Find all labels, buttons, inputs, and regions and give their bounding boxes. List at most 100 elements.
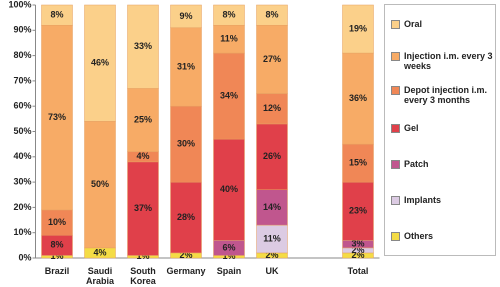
data-label: 28%	[177, 212, 195, 222]
data-label: 1%	[136, 251, 149, 261]
data-label: 46%	[91, 58, 109, 68]
legend-label: Injection i.m. every 3 weeks	[404, 51, 493, 71]
data-label: 4%	[93, 247, 106, 257]
bar-segment	[256, 224, 288, 254]
legend-item: Others	[391, 231, 493, 241]
data-label: 15%	[349, 158, 367, 168]
bar-segment	[342, 4, 374, 54]
y-tick-label: 90%	[13, 25, 31, 35]
data-label: 3%	[351, 238, 364, 248]
bar-segment	[256, 24, 288, 94]
data-label: 12%	[263, 103, 281, 113]
data-label: 37%	[134, 203, 152, 213]
data-label: 11%	[263, 233, 281, 243]
bar-segment	[213, 24, 245, 54]
legend: Oral Injection i.m. every 3 weeks Depot in…	[384, 4, 496, 256]
bar-segment	[127, 161, 159, 256]
data-label: 33%	[134, 41, 152, 51]
data-label: 9%	[179, 11, 192, 21]
bar-segment	[342, 52, 374, 145]
legend-item: Oral	[391, 19, 493, 29]
data-label: 25%	[134, 114, 152, 124]
x-tick-label: Saudi Arabia	[85, 266, 114, 286]
legend-item: Patch	[391, 159, 493, 169]
bar-segment	[84, 4, 116, 122]
data-label: 4%	[136, 151, 149, 161]
data-label: 30%	[177, 139, 195, 149]
bar-segment	[41, 4, 73, 26]
x-tick-label: Total	[347, 266, 369, 276]
data-label: 26%	[263, 151, 281, 161]
bar-segment	[256, 123, 288, 190]
data-label: 31%	[177, 61, 195, 71]
x-tick-label: Spain	[216, 266, 242, 276]
bar-segment	[256, 4, 288, 26]
data-label: 8%	[222, 9, 235, 19]
bar-segment	[342, 143, 374, 183]
bar-segment	[170, 181, 202, 254]
y-tick-label: 60%	[13, 101, 31, 111]
data-label: 11%	[220, 34, 238, 44]
legend-swatch	[391, 52, 400, 61]
legend-label: Gel	[404, 123, 419, 133]
data-label: 10%	[48, 217, 66, 227]
legend-label: Others	[404, 231, 434, 241]
data-label: 19%	[349, 23, 367, 33]
legend-label: Oral	[404, 19, 423, 29]
bar-segment	[84, 121, 116, 249]
bar-segment	[213, 52, 245, 140]
data-label: 8%	[50, 9, 63, 19]
bar-segment	[127, 88, 159, 152]
x-tick-label: South Korea	[130, 266, 156, 286]
legend-label: Implants	[404, 195, 442, 205]
data-label: 2%	[265, 250, 278, 260]
data-label: 1%	[50, 251, 63, 261]
legend-label: Depot injection i.m. every 3 months	[404, 85, 488, 105]
data-label: 36%	[349, 93, 367, 103]
data-label: 40%	[220, 184, 238, 194]
bar-segment	[213, 4, 245, 26]
data-label: 73%	[48, 112, 66, 122]
y-tick-label: 100%	[8, 0, 31, 9]
y-tick-label: 40%	[13, 151, 31, 161]
bar-segment	[170, 4, 202, 29]
x-tick-label: Brazil	[44, 266, 70, 276]
y-tick-label: 30%	[13, 176, 31, 186]
bar-segment	[41, 209, 73, 236]
data-label: 2%	[351, 250, 364, 260]
data-label: 23%	[349, 206, 367, 216]
legend-label: Patch	[404, 159, 429, 169]
y-tick-label: 10%	[13, 227, 31, 237]
y-tick-label: 20%	[13, 202, 31, 212]
legend-item: Implants	[391, 195, 493, 205]
data-label: 2%	[179, 250, 192, 260]
data-label: 2%	[351, 245, 364, 255]
data-label: 8%	[265, 9, 278, 19]
y-tick-label: 50%	[13, 126, 31, 136]
data-label: 14%	[263, 202, 281, 212]
x-tick-label: Germany	[166, 266, 206, 276]
bar-segment	[127, 4, 159, 89]
x-tick-label: UK	[265, 266, 279, 276]
data-label: 8%	[50, 240, 63, 250]
bar-segment	[170, 27, 202, 107]
data-label: 6%	[222, 242, 235, 252]
bar-segment	[342, 181, 374, 241]
bar-segment	[256, 93, 288, 125]
legend-swatch	[391, 124, 400, 133]
legend-swatch	[391, 196, 400, 205]
legend-swatch	[391, 86, 400, 95]
legend-item: Injection i.m. every 3 weeks	[391, 51, 493, 71]
legend-item: Gel	[391, 123, 493, 133]
y-tick-label: 0%	[18, 252, 31, 262]
legend-swatch	[391, 232, 400, 241]
legend-swatch	[391, 160, 400, 169]
data-label: 27%	[263, 54, 281, 64]
data-label: 34%	[220, 90, 238, 100]
y-tick-label: 70%	[13, 75, 31, 85]
bar-segment	[256, 189, 288, 226]
y-tick-label: 80%	[13, 50, 31, 60]
data-label: 1%	[222, 251, 235, 261]
